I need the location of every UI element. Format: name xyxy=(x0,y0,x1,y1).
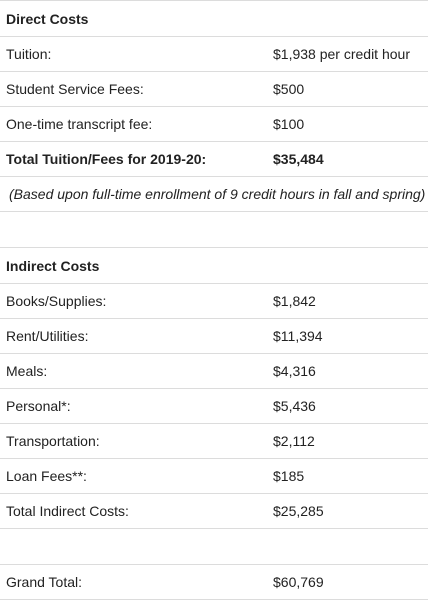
enrollment-note-row: (Based upon full-time enrollment of 9 cr… xyxy=(0,177,428,212)
row-label: Meals: xyxy=(6,363,48,379)
table-row: Student Service Fees: $500 xyxy=(0,72,428,107)
row-label: Tuition: xyxy=(6,46,52,62)
indirect-costs-heading-row: Indirect Costs xyxy=(0,248,428,284)
grand-total-value: $60,769 xyxy=(273,574,324,590)
row-value: $5,436 xyxy=(273,398,316,414)
row-value: $1,842 xyxy=(273,293,316,309)
table-row: Personal*: $5,436 xyxy=(0,389,428,424)
row-value: $4,316 xyxy=(273,363,316,379)
row-label: Personal*: xyxy=(6,398,71,414)
row-label: Books/Supplies: xyxy=(6,293,107,309)
row-label: One-time transcript fee: xyxy=(6,116,153,132)
row-value: $185 xyxy=(273,468,305,484)
table-row: Tuition: $1,938 per credit hour xyxy=(0,37,428,72)
row-value: $1,938 per credit hour xyxy=(273,46,410,62)
row-label: Rent/Utilities: xyxy=(6,328,89,344)
direct-costs-heading: Direct Costs xyxy=(6,10,89,27)
table-row: Rent/Utilities: $11,394 xyxy=(0,319,428,354)
grand-total-label: Grand Total: xyxy=(6,574,83,590)
enrollment-note: (Based upon full-time enrollment of 9 cr… xyxy=(9,186,426,202)
total-tuition-row: Total Tuition/Fees for 2019-20: $35,484 xyxy=(0,142,428,177)
total-tuition-value: $35,484 xyxy=(273,151,324,167)
table-row: Books/Supplies: $1,842 xyxy=(0,284,428,319)
row-value: $100 xyxy=(273,116,305,132)
section-spacer xyxy=(0,212,428,248)
table-row: One-time transcript fee: $100 xyxy=(0,107,428,142)
grand-total-row: Grand Total: $60,769 xyxy=(0,565,428,600)
row-label: Student Service Fees: xyxy=(6,81,144,97)
row-label: Transportation: xyxy=(6,433,100,449)
row-value: $2,112 xyxy=(273,433,315,449)
table-row: Meals: $4,316 xyxy=(0,354,428,389)
section-spacer xyxy=(0,529,428,565)
total-tuition-label: Total Tuition/Fees for 2019-20: xyxy=(6,151,207,167)
row-value: $11,394 xyxy=(273,328,323,344)
indirect-costs-heading: Indirect Costs xyxy=(6,257,100,274)
row-label: Loan Fees**: xyxy=(6,468,87,484)
table-row: Transportation: $2,112 xyxy=(0,424,428,459)
row-value: $500 xyxy=(273,81,305,97)
table-row: Loan Fees**: $185 xyxy=(0,459,428,494)
row-label: Total Indirect Costs: xyxy=(6,503,129,519)
row-value: $25,285 xyxy=(273,503,324,519)
total-indirect-row: Total Indirect Costs: $25,285 xyxy=(0,494,428,529)
direct-costs-heading-row: Direct Costs xyxy=(0,1,428,37)
